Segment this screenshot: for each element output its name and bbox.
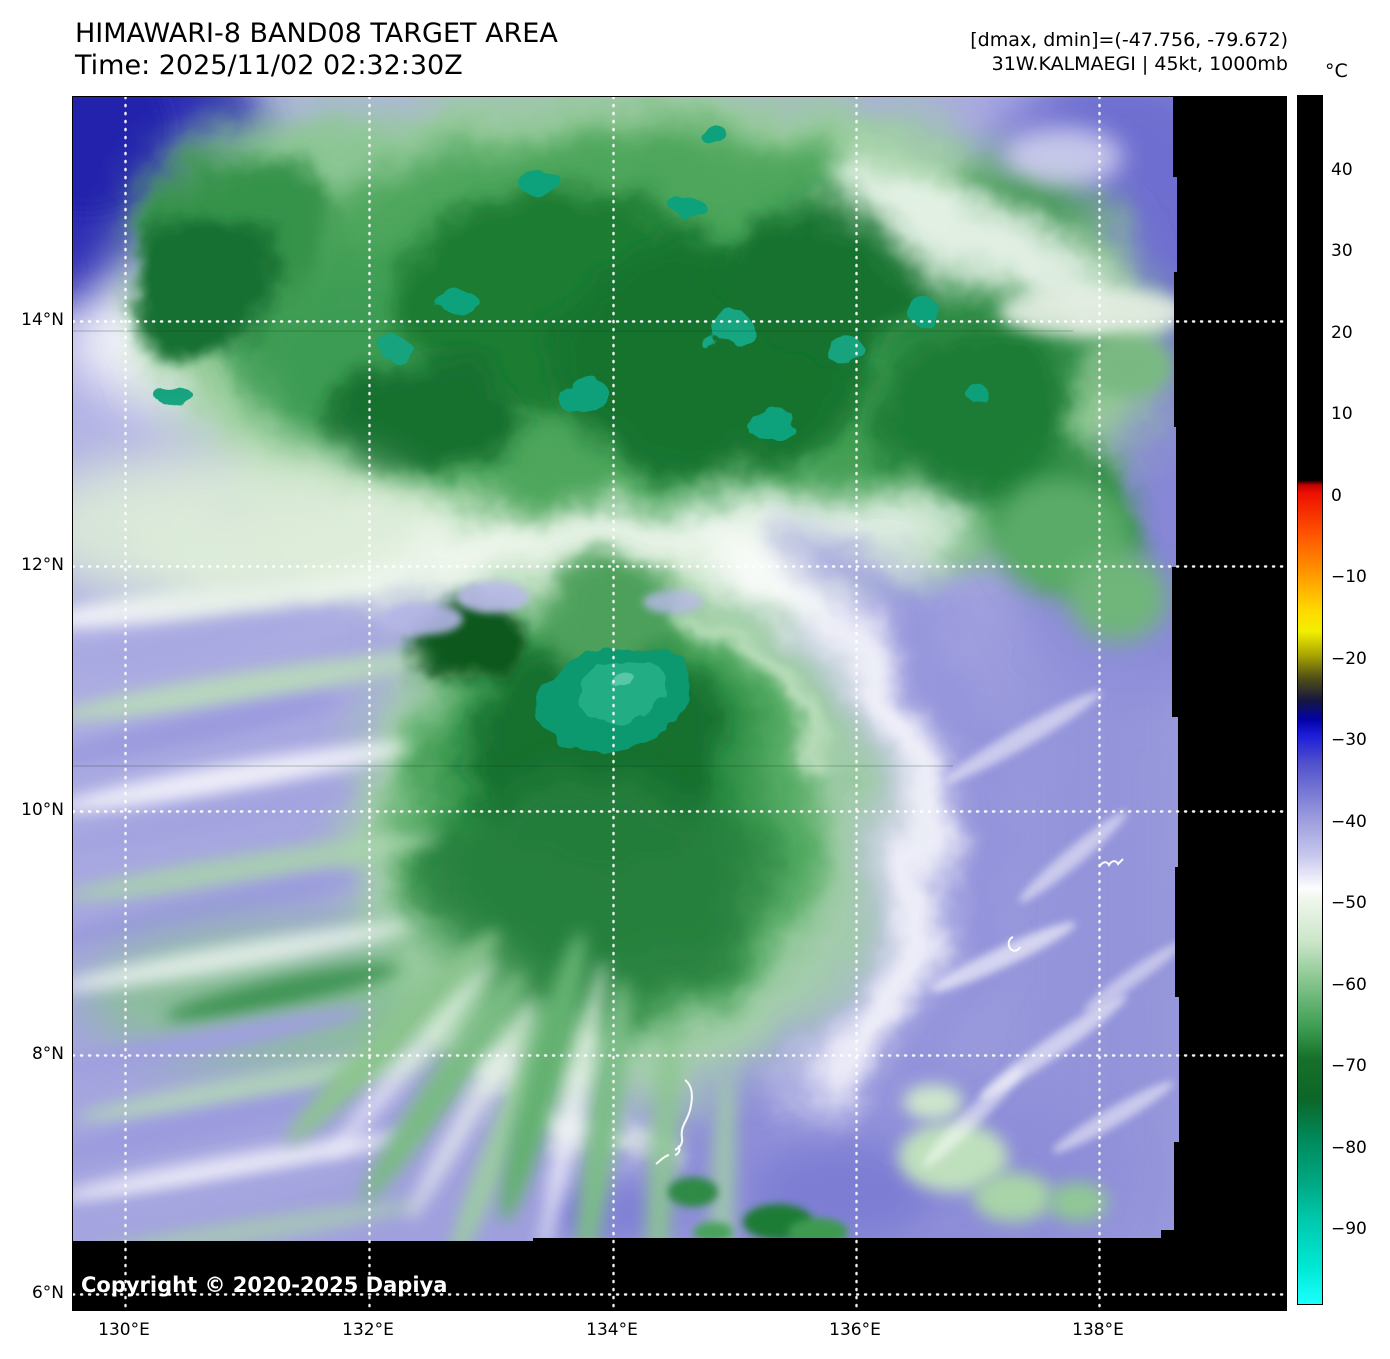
cbar-tick-m50: −50: [1331, 893, 1367, 913]
lat-label-12n: 12°N: [21, 555, 64, 575]
satellite-map: Copyright © 2020-2025 Dapiya: [72, 96, 1288, 1312]
cbar-tick-m90: −90: [1331, 1219, 1367, 1239]
cbar-tick-0: 0: [1331, 486, 1342, 506]
page-title: HIMAWARI-8 BAND08 TARGET AREA: [75, 18, 558, 49]
colorbar-unit-label: °C: [1325, 60, 1348, 82]
lon-label-138e: 138°E: [1072, 1320, 1124, 1340]
cbar-tick-m20: −20: [1331, 649, 1367, 669]
copyright-watermark: Copyright © 2020-2025 Dapiya: [81, 1273, 448, 1297]
cbar-tick-m40: −40: [1331, 812, 1367, 832]
storm-info-label: 31W.KALMAEGI | 45kt, 1000mb: [991, 53, 1288, 75]
cbar-tick-30: 30: [1331, 241, 1353, 261]
lon-label-136e: 136°E: [829, 1320, 881, 1340]
graticule: [73, 97, 1288, 1312]
dmax-dmin-label: [dmax, dmin]=(-47.756, -79.672): [970, 29, 1288, 51]
cbar-tick-40: 40: [1331, 160, 1353, 180]
cbar-tick-m80: −80: [1331, 1138, 1367, 1158]
cbar-tick-m10: −10: [1331, 567, 1367, 587]
annotation-block: [dmax, dmin]=(-47.756, -79.672) 31W.KALM…: [970, 28, 1288, 76]
cbar-tick-m70: −70: [1331, 1056, 1367, 1076]
timestamp-label: Time: 2025/11/02 02:32:30Z: [75, 50, 463, 81]
temperature-colorbar: [1297, 95, 1323, 1305]
cbar-tick-m60: −60: [1331, 975, 1367, 995]
lat-label-6n: 6°N: [31, 1283, 64, 1303]
island-outlines: [655, 858, 1124, 1165]
lat-label-8n: 8°N: [31, 1044, 64, 1064]
lon-label-130e: 130°E: [98, 1320, 150, 1340]
lon-label-132e: 132°E: [342, 1320, 394, 1340]
south-fan-streaks: [286, 930, 736, 1241]
southeast-patches: [668, 691, 1179, 1241]
cbar-tick-20: 20: [1331, 323, 1353, 343]
cbar-tick-10: 10: [1331, 404, 1353, 424]
lat-label-14n: 14°N: [21, 310, 64, 330]
west-streaks: [73, 447, 523, 1241]
lon-label-134e: 134°E: [586, 1320, 638, 1340]
lat-label-10n: 10°N: [21, 800, 64, 820]
cloud-imagery: [73, 97, 1179, 1241]
satellite-imagery: [73, 97, 1288, 1312]
cbar-tick-m30: −30: [1331, 730, 1367, 750]
